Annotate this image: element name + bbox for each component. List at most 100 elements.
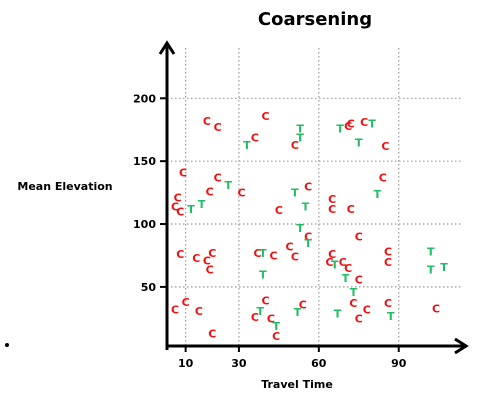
marker-c: C (251, 311, 259, 324)
marker-c: C (171, 304, 179, 317)
marker-c: C (291, 251, 299, 264)
marker-t: T (243, 139, 251, 152)
marker-c: C (195, 305, 203, 318)
x-tick-label: 30 (231, 357, 247, 370)
marker-c: C (272, 330, 280, 343)
marker-t: T (374, 188, 382, 201)
marker-c: C (328, 248, 336, 261)
marker-c: C (262, 295, 270, 308)
marker-c: C (206, 185, 214, 198)
marker-t: T (296, 122, 304, 135)
marker-c: C (251, 131, 259, 144)
y-tick-label: 100 (133, 218, 156, 231)
marker-t: T (296, 131, 304, 144)
marker-t: T (368, 117, 376, 130)
marker-t: T (259, 247, 267, 260)
marker-c: C (208, 247, 216, 260)
marker-t: T (225, 179, 233, 192)
marker-t: T (259, 268, 267, 281)
y-axis-arrow (158, 40, 176, 55)
marker-c: C (238, 187, 246, 200)
marker-t: T (427, 246, 435, 259)
marker-c: C (208, 327, 216, 340)
y-tick-label: 50 (141, 281, 157, 294)
marker-t: T (187, 203, 195, 216)
marker-c: C (347, 203, 355, 216)
x-tick-label: 90 (391, 357, 407, 370)
marker-c: C (328, 203, 336, 216)
marker-c: C (344, 262, 352, 275)
marker-c: C (328, 193, 336, 206)
marker-c: C (206, 263, 214, 276)
marker-c: C (432, 302, 440, 315)
marker-c: C (379, 172, 387, 185)
marker-t: T (331, 258, 339, 271)
marker-t: T (427, 263, 435, 276)
marker-c: C (214, 172, 222, 185)
marker-c: C (304, 180, 312, 193)
marker-c: C (360, 116, 368, 129)
grid-lines (167, 48, 463, 346)
marker-c: C (203, 115, 211, 128)
marker-c: C (325, 256, 333, 269)
marker-c: C (179, 166, 187, 179)
marker-c: C (174, 192, 182, 205)
marker-t: T (304, 237, 312, 250)
marker-c: C (355, 312, 363, 325)
marker-c: C (285, 241, 293, 254)
marker-c: C (339, 256, 347, 269)
stray-dot (5, 343, 9, 347)
marker-c: C (355, 273, 363, 286)
marker-c: C (203, 254, 211, 267)
marker-t: T (387, 310, 395, 323)
marker-c: C (384, 297, 392, 310)
marker-c: C (275, 204, 283, 217)
marker-t: T (272, 320, 280, 333)
x-tick-label: 10 (178, 357, 194, 370)
x-axis-arrow (454, 337, 469, 355)
marker-c: C (192, 252, 200, 265)
marker-t: T (294, 306, 302, 319)
marker-t: T (440, 261, 448, 274)
marker-c: C (214, 121, 222, 134)
marker-c: C (299, 299, 307, 312)
marker-c: C (182, 296, 190, 309)
y-axis-label: Mean Elevation (17, 180, 112, 193)
marker-c: C (347, 117, 355, 130)
marker-c: C (384, 256, 392, 269)
axes (158, 40, 469, 355)
marker-c: C (304, 231, 312, 244)
x-axis-label: Travel Time (261, 378, 333, 391)
marker-t: T (302, 200, 310, 213)
axis-ticks: 10 30 60 90 50 100 150 200 (133, 92, 407, 370)
marker-c: C (176, 248, 184, 261)
marker-c: C (262, 110, 270, 123)
marker-c: C (381, 140, 389, 153)
marker-c: C (176, 205, 184, 218)
marker-c: C (384, 246, 392, 259)
marker-c: C (363, 304, 371, 317)
marker-c: C (270, 249, 278, 262)
chart-title: Coarsening (258, 9, 372, 30)
marker-t: T (334, 307, 342, 320)
marker-c: C (344, 120, 352, 133)
marker-c: C (291, 139, 299, 152)
marker-c: C (355, 231, 363, 244)
x-tick-label: 60 (311, 357, 327, 370)
marker-t: T (355, 136, 363, 149)
marker-t: T (291, 187, 299, 200)
marker-t: T (198, 198, 206, 211)
marker-t: T (336, 122, 344, 135)
y-tick-label: 200 (133, 92, 156, 105)
marker-c: C (267, 312, 275, 325)
marker-t: T (350, 286, 358, 299)
marker-t: T (296, 222, 304, 235)
marker-c: C (349, 297, 357, 310)
marker-c: C (254, 247, 262, 260)
marker-t: T (256, 305, 264, 318)
marker-c: C (171, 200, 179, 213)
marker-t: T (342, 272, 350, 285)
y-tick-label: 150 (133, 155, 156, 168)
